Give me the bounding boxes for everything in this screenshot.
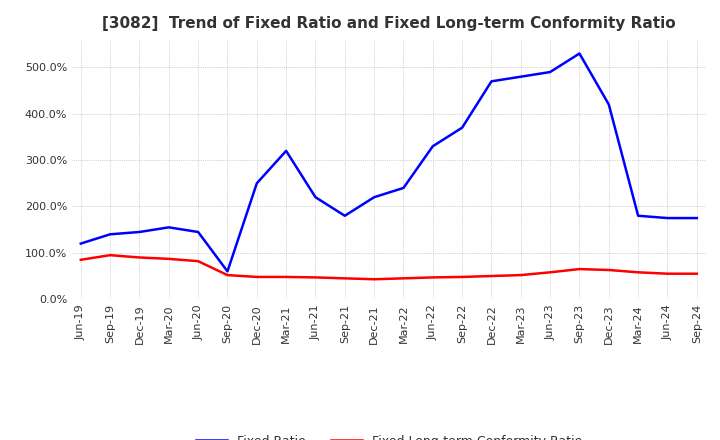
Fixed Long-term Conformity Ratio	[106, 253, 114, 258]
Fixed Ratio	[605, 102, 613, 107]
Fixed Ratio	[194, 229, 202, 235]
Fixed Long-term Conformity Ratio	[282, 274, 290, 279]
Fixed Long-term Conformity Ratio	[575, 267, 584, 272]
Fixed Ratio	[164, 225, 173, 230]
Fixed Ratio	[428, 143, 437, 149]
Fixed Ratio	[546, 70, 554, 75]
Fixed Ratio	[693, 216, 701, 221]
Line: Fixed Ratio: Fixed Ratio	[81, 54, 697, 271]
Fixed Long-term Conformity Ratio	[516, 272, 525, 278]
Fixed Long-term Conformity Ratio	[663, 271, 672, 276]
Fixed Long-term Conformity Ratio	[194, 259, 202, 264]
Fixed Long-term Conformity Ratio	[164, 256, 173, 261]
Fixed Ratio	[458, 125, 467, 130]
Fixed Ratio	[516, 74, 525, 79]
Fixed Long-term Conformity Ratio	[253, 274, 261, 279]
Fixed Ratio	[311, 194, 320, 200]
Fixed Long-term Conformity Ratio	[223, 272, 232, 278]
Fixed Long-term Conformity Ratio	[605, 268, 613, 273]
Fixed Ratio	[487, 79, 496, 84]
Fixed Ratio	[663, 216, 672, 221]
Fixed Long-term Conformity Ratio	[341, 276, 349, 281]
Title: [3082]  Trend of Fixed Ratio and Fixed Long-term Conformity Ratio: [3082] Trend of Fixed Ratio and Fixed Lo…	[102, 16, 675, 32]
Fixed Long-term Conformity Ratio	[135, 255, 144, 260]
Fixed Ratio	[341, 213, 349, 218]
Fixed Long-term Conformity Ratio	[311, 275, 320, 280]
Fixed Ratio	[253, 181, 261, 186]
Fixed Ratio	[135, 229, 144, 235]
Fixed Ratio	[106, 231, 114, 237]
Fixed Long-term Conformity Ratio	[399, 276, 408, 281]
Fixed Ratio	[634, 213, 642, 218]
Fixed Ratio	[370, 194, 379, 200]
Legend: Fixed Ratio, Fixed Long-term Conformity Ratio: Fixed Ratio, Fixed Long-term Conformity …	[191, 430, 587, 440]
Fixed Ratio	[282, 148, 290, 154]
Fixed Ratio	[76, 241, 85, 246]
Fixed Long-term Conformity Ratio	[487, 273, 496, 279]
Fixed Long-term Conformity Ratio	[428, 275, 437, 280]
Fixed Ratio	[575, 51, 584, 56]
Fixed Ratio	[399, 185, 408, 191]
Fixed Long-term Conformity Ratio	[546, 270, 554, 275]
Fixed Long-term Conformity Ratio	[693, 271, 701, 276]
Fixed Long-term Conformity Ratio	[458, 274, 467, 279]
Line: Fixed Long-term Conformity Ratio: Fixed Long-term Conformity Ratio	[81, 255, 697, 279]
Fixed Long-term Conformity Ratio	[634, 270, 642, 275]
Fixed Long-term Conformity Ratio	[370, 277, 379, 282]
Fixed Long-term Conformity Ratio	[76, 257, 85, 262]
Fixed Ratio	[223, 269, 232, 274]
